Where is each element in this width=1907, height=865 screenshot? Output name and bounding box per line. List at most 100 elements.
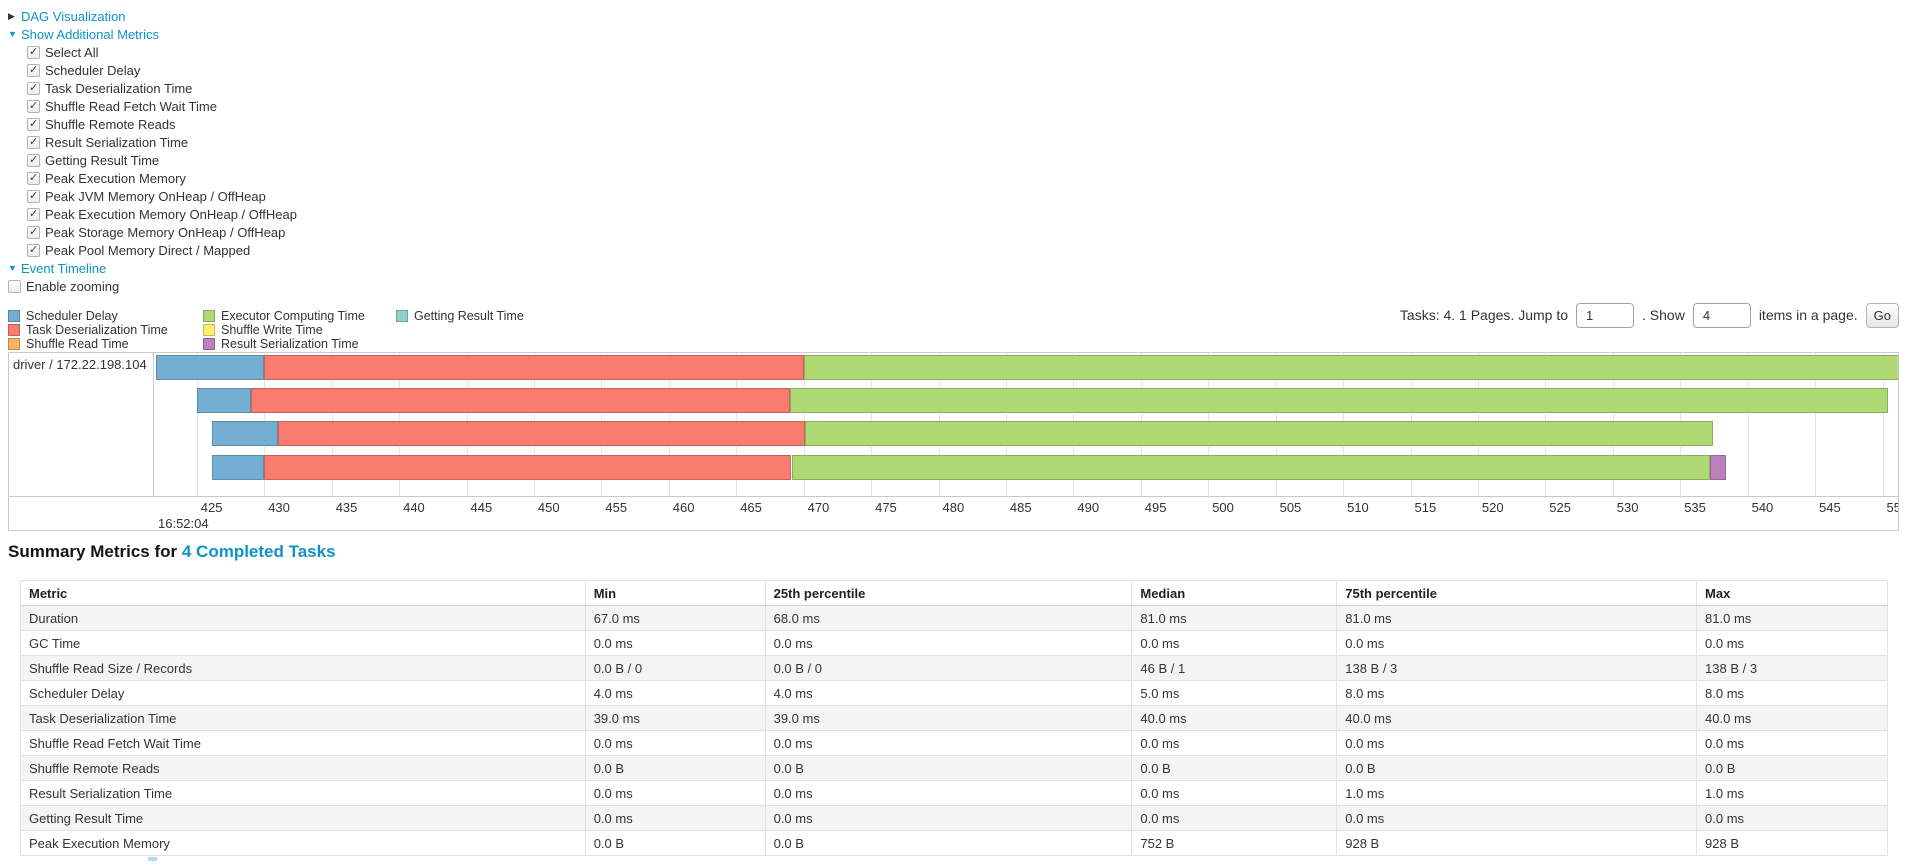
legend-item: Result Serialization Time <box>203 337 396 351</box>
legend-item: Executor Computing Time <box>203 309 396 323</box>
metric-name-cell: GC Time <box>20 630 586 656</box>
enable-zooming-row: Enable zooming <box>8 277 297 295</box>
summary-metrics-title: Summary Metrics for 4 Completed Tasks <box>8 542 336 562</box>
metric-checkbox[interactable] <box>27 243 40 257</box>
task-segment-executor-computing[interactable] <box>803 355 1898 380</box>
metric-checkbox-row: Peak Execution Memory OnHeap / OffHeap <box>27 205 297 223</box>
task-segment-scheduler-delay[interactable] <box>211 421 278 447</box>
metric-name-cell: Duration <box>20 605 586 631</box>
timeline-time-label: 16:52:04 <box>158 516 209 531</box>
legend-item: Scheduler Delay <box>8 309 203 323</box>
task-segment-executor-computing[interactable] <box>791 454 1710 480</box>
metric-value-cell: 81.0 ms <box>1131 605 1338 631</box>
task-segment-scheduler-delay[interactable] <box>211 454 265 480</box>
legend-swatch <box>203 324 215 336</box>
task-timeline-bar[interactable] <box>155 388 1898 414</box>
axis-tick-label: 515 <box>1414 500 1437 515</box>
event-timeline-toggle[interactable]: ▼ Event Timeline <box>8 259 297 277</box>
metric-name-cell: Peak Execution Memory <box>20 830 586 856</box>
completed-tasks-link[interactable]: 4 Completed Tasks <box>181 542 336 561</box>
metric-value-cell: 81.0 ms <box>1696 605 1888 631</box>
enable-zooming-checkbox[interactable] <box>8 279 21 293</box>
metric-checkbox[interactable] <box>27 135 40 149</box>
metric-checkbox-row: Peak Storage Memory OnHeap / OffHeap <box>27 223 297 241</box>
metric-value-cell: 8.0 ms <box>1336 680 1698 706</box>
summary-table-row: Shuffle Remote Reads 0.0 B 0.0 B 0.0 B 0.0 B… <box>20 755 1888 781</box>
task-segment-task-deserialization[interactable] <box>277 421 805 447</box>
metric-value-cell: 138 B / 3 <box>1696 655 1888 681</box>
task-timeline-bar[interactable] <box>155 454 1898 480</box>
axis-gridline <box>1815 353 1816 496</box>
task-timeline-bar[interactable] <box>155 421 1898 447</box>
dag-visualization-link[interactable]: DAG Visualization <box>21 8 126 24</box>
task-segment-executor-computing[interactable] <box>805 421 1713 447</box>
metric-checkbox-row: Getting Result Time <box>27 151 297 169</box>
task-segment-task-deserialization[interactable] <box>264 355 804 380</box>
legend-swatch <box>8 324 20 336</box>
pagination-mid-text: . Show <box>1642 307 1685 323</box>
go-button[interactable]: Go <box>1865 302 1899 328</box>
metric-name-cell: Task Deserialization Time <box>20 705 586 731</box>
summary-table-row: GC Time 0.0 ms 0.0 ms 0.0 ms 0.0 ms 0.0 ms <box>20 630 1888 656</box>
metric-value-cell: 46 B / 1 <box>1131 655 1338 681</box>
task-segment-scheduler-delay[interactable] <box>196 388 251 414</box>
metric-checkbox[interactable] <box>27 225 40 239</box>
summary-column-header: Min <box>584 580 766 606</box>
axis-tick-label: 530 <box>1616 500 1639 515</box>
metric-checkbox-label: Peak Execution Memory <box>45 170 186 186</box>
metric-value-cell: 0.0 B / 0 <box>584 655 766 681</box>
summary-title-prefix: Summary Metrics for <box>8 542 178 561</box>
task-pagination: Tasks: 4. 1 Pages. Jump to . Show items … <box>1400 300 1899 330</box>
metric-value-cell: 40.0 ms <box>1696 705 1888 731</box>
axis-tick-label: 480 <box>942 500 965 515</box>
metric-value-cell: 68.0 ms <box>764 605 1133 631</box>
show-additional-metrics-link[interactable]: Show Additional Metrics <box>21 26 160 42</box>
metric-checkbox-row: Peak Execution Memory <box>27 169 297 187</box>
metric-checkbox[interactable] <box>27 45 40 59</box>
show-additional-metrics-toggle[interactable]: ▼ Show Additional Metrics <box>8 25 297 43</box>
task-segment-result-serialization[interactable] <box>1709 454 1727 480</box>
axis-tick-label: 455 <box>605 500 628 515</box>
axis-tick-label: 510 <box>1347 500 1369 515</box>
legend-item: Shuffle Read Time <box>8 337 203 351</box>
timeline-legend: Scheduler Delay Task Deserialization Time… <box>8 309 524 351</box>
metric-checkbox-label: Shuffle Remote Reads <box>45 116 176 132</box>
dag-visualization-toggle[interactable]: ▶ DAG Visualization <box>8 7 297 25</box>
timeline-plot-area <box>155 353 1898 496</box>
task-timeline-bar[interactable] <box>155 355 1898 380</box>
metric-checkbox-label: Result Serialization Time <box>45 134 189 150</box>
axis-tick-label: 520 <box>1481 500 1504 515</box>
jump-to-page-input[interactable] <box>1576 302 1634 328</box>
task-segment-task-deserialization[interactable] <box>264 454 792 480</box>
metric-checkbox[interactable] <box>27 171 40 185</box>
metric-checkbox[interactable] <box>27 99 40 113</box>
task-segment-task-deserialization[interactable] <box>250 388 791 414</box>
summary-table-row: Shuffle Read Fetch Wait Time 0.0 ms 0.0 ms… <box>20 730 1888 756</box>
metric-checkbox[interactable] <box>27 81 40 95</box>
legend-swatch <box>8 338 20 350</box>
event-timeline-link[interactable]: Event Timeline <box>21 260 107 276</box>
items-per-page-input[interactable] <box>1692 302 1751 328</box>
metrics-checkbox-list: Select All Scheduler Delay Task Deserializ… <box>8 43 297 259</box>
legend-swatch <box>203 338 215 350</box>
task-segment-scheduler-delay[interactable] <box>156 355 265 380</box>
task-segment-executor-computing[interactable] <box>790 388 1888 414</box>
axis-tick-label: 460 <box>672 500 695 515</box>
metric-checkbox[interactable] <box>27 117 40 131</box>
metric-name-cell: Shuffle Read Size / Records <box>20 655 586 681</box>
collapsed-arrow-icon: ▶ <box>8 10 15 21</box>
metric-checkbox[interactable] <box>27 153 40 167</box>
summary-column-header: 75th percentile <box>1336 580 1698 606</box>
legend-item: Getting Result Time <box>396 309 524 323</box>
metric-checkbox[interactable] <box>27 189 40 203</box>
legend-swatch <box>203 310 215 322</box>
metric-value-cell: 40.0 ms <box>1131 705 1338 731</box>
metric-checkbox[interactable] <box>27 63 40 77</box>
metric-checkbox[interactable] <box>27 207 40 221</box>
metric-value-cell: 0.0 ms <box>764 630 1133 656</box>
metric-value-cell: 0.0 ms <box>584 730 766 756</box>
metric-checkbox-label: Scheduler Delay <box>45 62 141 78</box>
metric-checkbox-row: Peak JVM Memory OnHeap / OffHeap <box>27 187 297 205</box>
axis-gridline <box>196 353 198 496</box>
